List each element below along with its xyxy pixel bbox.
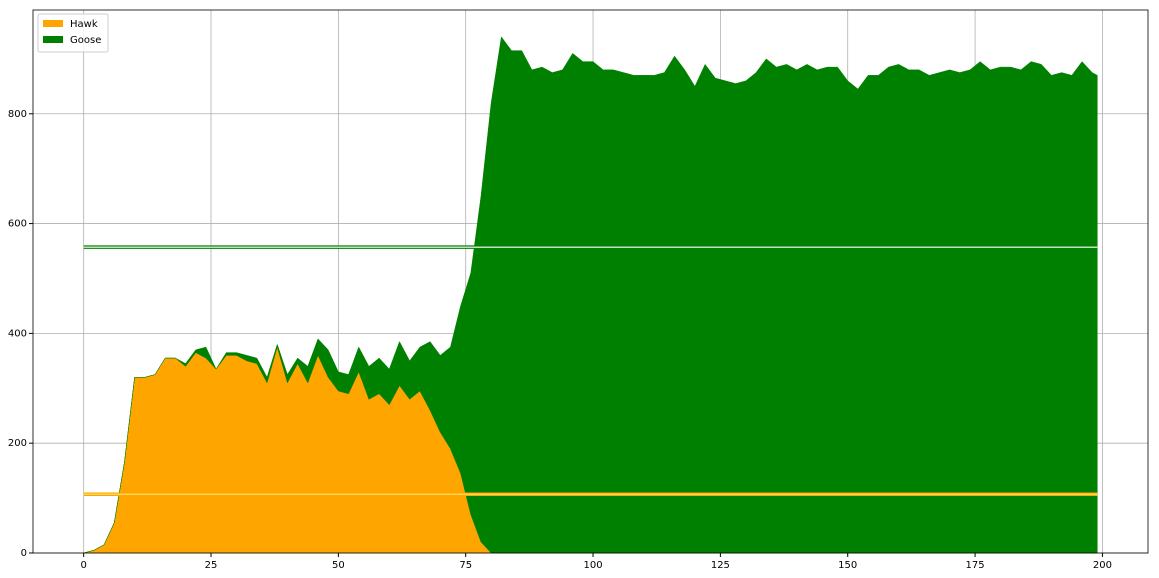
- y-tick-label: 600: [8, 219, 27, 230]
- x-tick-label: 75: [459, 560, 472, 571]
- legend-label: Hawk: [70, 19, 98, 30]
- legend-swatch: [43, 36, 63, 43]
- y-tick-label: 800: [8, 109, 27, 120]
- x-tick-label: 125: [711, 560, 730, 571]
- x-tick-label: 175: [966, 560, 985, 571]
- y-tick-label: 200: [8, 438, 27, 449]
- x-tick-label: 100: [583, 560, 602, 571]
- area: [83, 36, 1098, 554]
- x-tick-label: 50: [332, 560, 345, 571]
- x-tick-label: 200: [1093, 560, 1112, 571]
- legend: Hawk Goose: [37, 13, 109, 53]
- legend-swatch: [43, 20, 63, 27]
- y-tick-label: 400: [8, 328, 27, 339]
- y-tick-label: 0: [21, 548, 27, 559]
- x-tick-label: 0: [80, 560, 86, 571]
- plot-frame: [32, 9, 1149, 554]
- x-tick-label: 25: [205, 560, 218, 571]
- x-tick-label: 150: [838, 560, 857, 571]
- legend-label: Goose: [70, 35, 101, 46]
